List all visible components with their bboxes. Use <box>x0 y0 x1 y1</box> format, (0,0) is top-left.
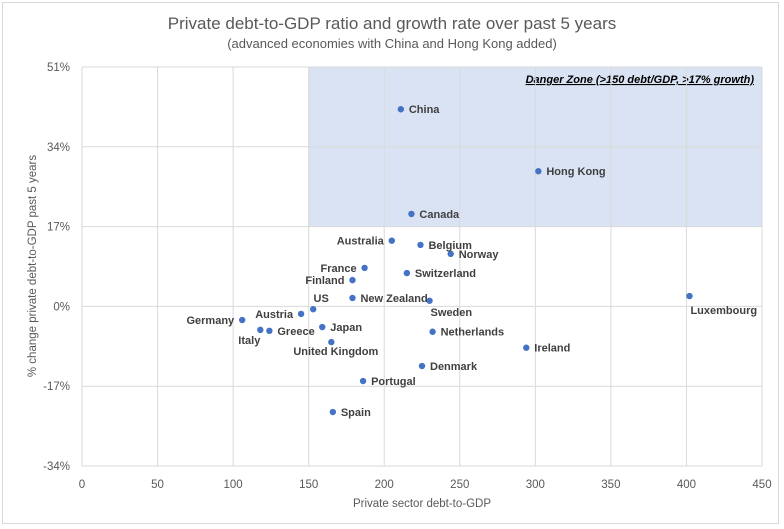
data-point <box>429 328 436 335</box>
data-point <box>535 168 542 175</box>
data-label: Germany <box>186 315 235 327</box>
data-point <box>408 210 415 218</box>
data-point <box>349 294 356 302</box>
data-point <box>418 362 426 370</box>
data-label: China <box>409 104 440 116</box>
x-tick-label: 450 <box>752 479 771 491</box>
data-label: Austria <box>255 309 294 321</box>
y-axis-ticks: -34% -17% 0% 17% 34% 51% <box>43 62 70 473</box>
data-point <box>686 292 693 300</box>
data-label: Australia <box>337 236 385 248</box>
data-label: Italy <box>238 335 261 347</box>
data-label: New Zealand <box>360 293 427 305</box>
data-label: Switzerland <box>415 268 476 280</box>
data-point <box>257 326 264 334</box>
data-label: Norway <box>459 249 500 261</box>
data-point <box>523 344 530 351</box>
x-tick-label: 100 <box>224 479 243 491</box>
data-point <box>403 269 411 277</box>
data-point <box>426 297 433 304</box>
chart-subtitle: (advanced economies with China and Hong … <box>227 36 557 51</box>
x-tick-label: 250 <box>450 479 469 491</box>
x-tick-label: 200 <box>375 479 394 491</box>
data-point <box>417 241 424 249</box>
x-tick-label: 50 <box>151 479 164 491</box>
data-label: United Kingdom <box>293 346 378 358</box>
data-point <box>328 338 335 346</box>
x-axis-ticks: 0 50 100 150 200 250 300 350 400 450 <box>79 479 772 491</box>
data-labels: China Hong Kong Canada Australia BelgiumNorw… <box>186 104 757 419</box>
x-tick-label: 350 <box>601 479 620 491</box>
data-label: Spain <box>341 407 371 419</box>
data-label: Greece <box>277 326 314 338</box>
data-label: Japan <box>330 322 362 334</box>
data-point <box>319 323 326 331</box>
data-points <box>238 106 693 416</box>
data-label: Netherlands <box>441 327 505 339</box>
gridlines <box>81 66 763 467</box>
data-label: France <box>320 263 356 275</box>
x-axis-title: Private sector debt-to-GDP <box>353 498 491 510</box>
data-label: US <box>314 293 329 305</box>
data-point <box>447 250 454 258</box>
data-point <box>349 276 356 284</box>
data-label: Portugal <box>371 376 416 388</box>
data-point <box>397 106 405 113</box>
data-point <box>361 264 368 272</box>
chart-title: Private debt-to-GDP ratio and growth rat… <box>168 14 617 33</box>
y-tick-label: 34% <box>47 142 70 154</box>
x-tick-label: 300 <box>526 479 545 491</box>
data-label: Denmark <box>430 361 478 373</box>
danger-zone-label: Danger Zone (>150 debt/GDP, >17% growth) <box>526 74 755 86</box>
y-tick-label: -34% <box>43 461 70 473</box>
y-tick-label: -17% <box>43 381 70 393</box>
data-label: Finland <box>305 275 344 287</box>
data-label: Canada <box>419 209 460 221</box>
data-point <box>310 306 317 313</box>
data-point <box>329 408 337 416</box>
data-point <box>388 237 395 244</box>
data-point <box>238 316 246 324</box>
x-tick-label: 0 <box>79 479 85 491</box>
y-axis-title: % change private debt-to-GDP past 5 year… <box>27 155 39 377</box>
y-tick-label: 17% <box>47 222 70 234</box>
data-label: Ireland <box>534 343 570 355</box>
data-point <box>297 310 305 318</box>
data-label: Sweden <box>431 307 473 319</box>
y-tick-label: 0% <box>53 301 70 313</box>
data-label: Hong Kong <box>546 166 605 178</box>
x-tick-label: 400 <box>677 479 696 491</box>
data-label: Belgium <box>428 240 472 252</box>
data-point <box>359 377 367 385</box>
x-tick-label: 150 <box>299 479 318 491</box>
data-point <box>266 327 273 335</box>
y-tick-label: 51% <box>47 62 70 74</box>
data-label: Luxembourg <box>690 305 757 317</box>
